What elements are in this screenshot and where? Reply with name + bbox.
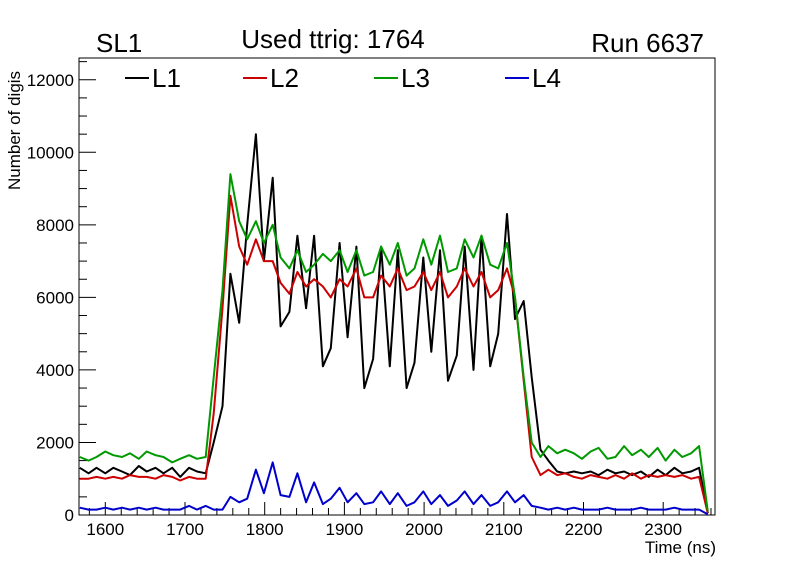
top-right-label: Run 6637 bbox=[591, 28, 704, 58]
y-tick-label: 2000 bbox=[36, 433, 74, 452]
y-tick-label: 10000 bbox=[27, 143, 74, 162]
legend-item-l2: L2 bbox=[243, 63, 299, 93]
x-tick-label: 2100 bbox=[485, 520, 523, 539]
legend-item-l1: L1 bbox=[125, 63, 181, 93]
legend-label: L2 bbox=[270, 63, 299, 93]
y-axis: 0 2000 4000 6000 8000 10000 12000 bbox=[27, 61, 96, 525]
top-left-label: SL1 bbox=[96, 28, 142, 58]
x-tick-label: 1700 bbox=[166, 520, 204, 539]
x-tick-label: 1600 bbox=[86, 520, 124, 539]
legend-item-l4: L4 bbox=[505, 63, 561, 93]
legend-label: L3 bbox=[401, 63, 430, 93]
series-lines bbox=[79, 133, 709, 516]
legend-item-l3: L3 bbox=[374, 63, 430, 93]
series-line-l1 bbox=[79, 133, 709, 514]
x-tick-label: 2300 bbox=[644, 520, 682, 539]
legend-label: L1 bbox=[152, 63, 181, 93]
chart-title: Used ttrig: 1764 bbox=[241, 24, 425, 54]
x-axis: 1600 1700 1800 1900 2000 2100 2200 2300 bbox=[86, 502, 712, 539]
y-tick-label: 6000 bbox=[36, 288, 74, 307]
series-line-l4 bbox=[79, 461, 709, 516]
legend: L1 L2 L3 L4 bbox=[125, 63, 561, 93]
legend-label: L4 bbox=[532, 63, 561, 93]
y-tick-label: 12000 bbox=[27, 71, 74, 90]
series-line-l2 bbox=[79, 194, 709, 514]
x-tick-label: 1900 bbox=[325, 520, 363, 539]
x-tick-label: 2000 bbox=[405, 520, 443, 539]
x-axis-label: Time (ns) bbox=[645, 538, 716, 557]
plot-frame bbox=[78, 57, 716, 516]
x-tick-label: 1800 bbox=[246, 520, 284, 539]
y-tick-label: 0 bbox=[65, 506, 74, 525]
y-tick-label: 4000 bbox=[36, 361, 74, 380]
y-axis-label: Number of digis bbox=[5, 71, 24, 190]
y-tick-label: 8000 bbox=[36, 216, 74, 235]
series-line-l3 bbox=[79, 173, 709, 512]
x-tick-label: 2200 bbox=[565, 520, 603, 539]
